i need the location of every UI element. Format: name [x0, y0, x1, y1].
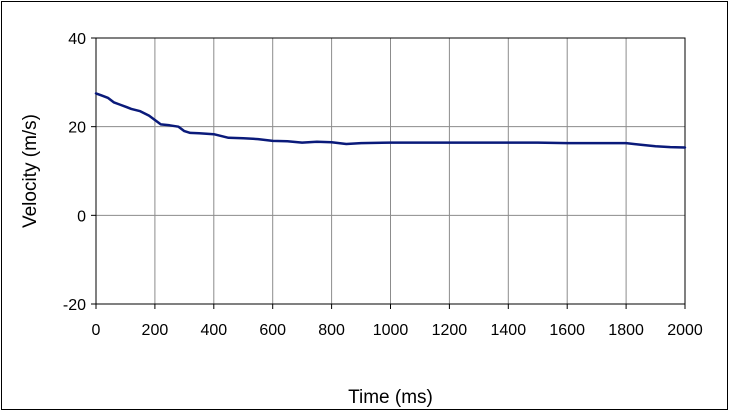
x-tick-label: 1200 [432, 322, 468, 339]
x-tick-label: 200 [142, 322, 169, 339]
x-tick-label: 400 [200, 322, 227, 339]
x-tick-label: 1800 [608, 322, 644, 339]
x-tick-label: 800 [318, 322, 345, 339]
grid-lines [96, 38, 685, 304]
x-tick-label: 600 [259, 322, 286, 339]
x-axis-title: Time (ms) [348, 387, 433, 408]
y-tick-labels: -20 0 20 40 [63, 31, 86, 314]
axis-ticks [91, 37, 686, 309]
x-tick-labels: 0 200 400 600 800 1000 1200 1400 1600 1800 2000 [92, 322, 703, 339]
y-tick-label: -20 [63, 297, 86, 314]
x-tick-label: 1000 [373, 322, 409, 339]
y-tick-label: 40 [68, 31, 86, 48]
series-line-velocity [94, 92, 687, 149]
x-tick-label: 2000 [667, 322, 703, 339]
y-tick-label: 20 [68, 120, 86, 137]
x-tick-label: 1400 [491, 322, 527, 339]
y-tick-label: 0 [77, 208, 86, 225]
x-tick-label: 0 [92, 322, 101, 339]
x-tick-label: 1600 [549, 322, 585, 339]
y-axis-title: Velocity (m/s) [20, 114, 41, 228]
